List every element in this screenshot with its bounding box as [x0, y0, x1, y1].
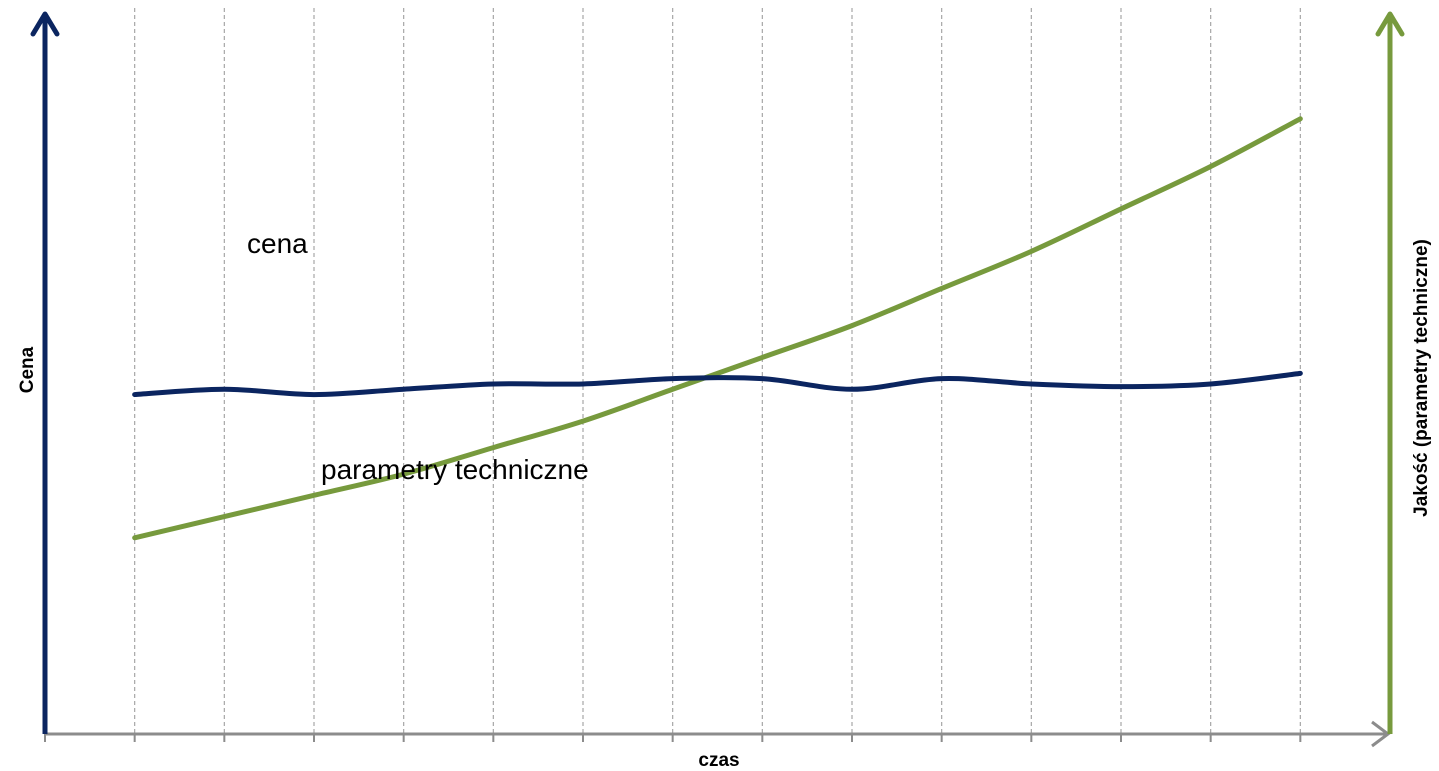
series-label-price: cena	[247, 228, 308, 259]
series-line-price	[132, 370, 1303, 398]
y-axis-label-left: Cena	[17, 346, 38, 393]
y-axis-label-right: Jakość (parametry techniczne)	[1411, 239, 1432, 517]
gridlines	[134, 8, 1301, 734]
quality-axis-arrowhead	[1375, 11, 1405, 37]
x-axis-label: czas	[698, 750, 739, 771]
series-label-quality: parametry techniczne	[321, 454, 589, 485]
series-line-quality	[132, 116, 1303, 541]
price-axis-arrowhead	[30, 11, 60, 37]
